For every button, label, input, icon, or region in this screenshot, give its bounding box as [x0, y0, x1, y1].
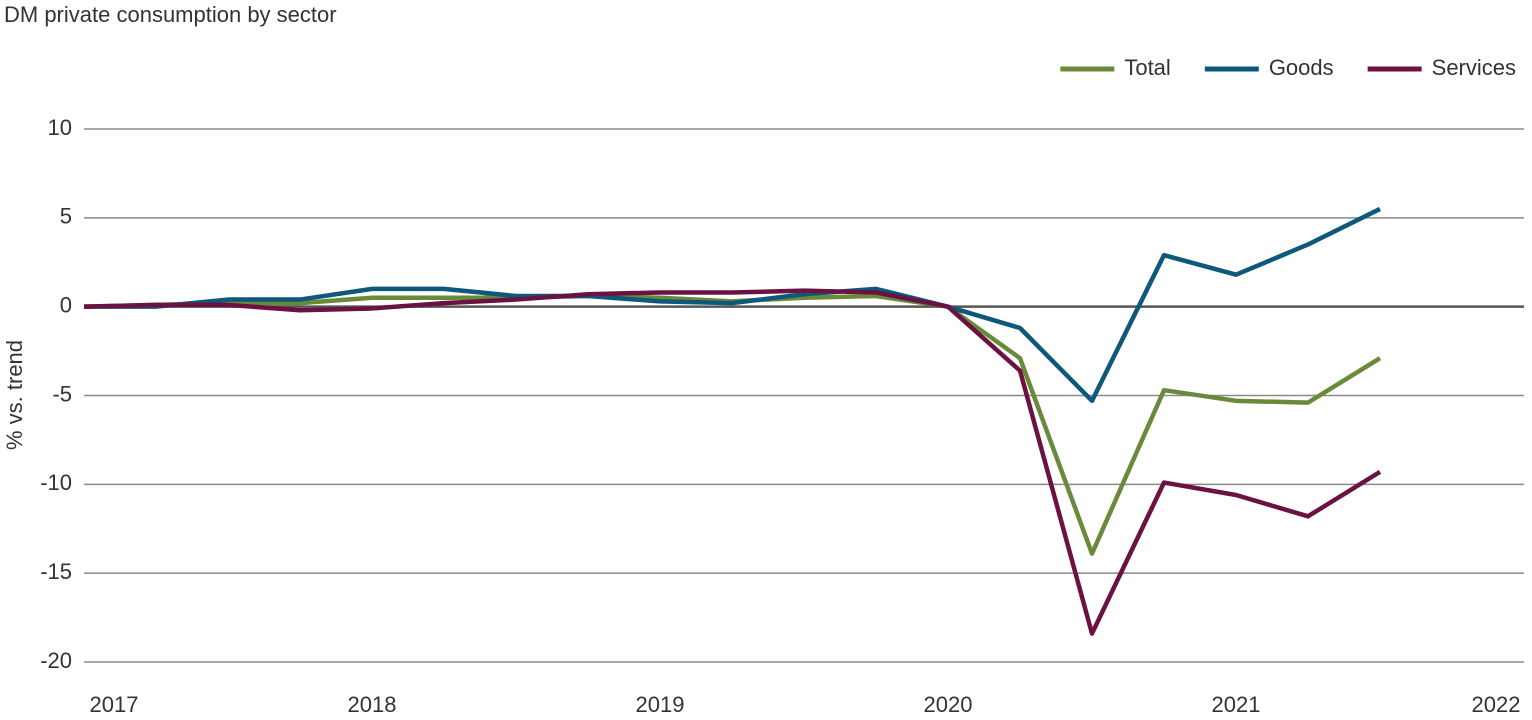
series-line	[83, 293, 1382, 556]
x-tick-label: 2020	[924, 692, 973, 717]
y-axis-label: % vs. trend	[2, 340, 27, 450]
series-line	[84, 206, 1381, 404]
y-tick-label: -10	[40, 470, 72, 495]
legend-label: Goods	[1269, 55, 1334, 80]
legend-label: Total	[1124, 55, 1170, 80]
legend-label: Services	[1432, 55, 1516, 80]
y-tick-label: 10	[48, 115, 72, 140]
y-tick-label: -15	[40, 559, 72, 584]
y-tick-label: -5	[52, 381, 72, 406]
y-tick-label: 5	[60, 204, 72, 229]
y-tick-label: 0	[60, 292, 72, 317]
x-tick-label: 2017	[90, 692, 139, 717]
series-line	[83, 288, 1382, 636]
x-tick-label: 2022	[1472, 692, 1521, 717]
y-tick-label: -20	[40, 648, 72, 673]
x-tick-label: 2019	[636, 692, 685, 717]
x-tick-label: 2018	[348, 692, 397, 717]
x-tick-label: 2021	[1212, 692, 1261, 717]
chart-title: DM private consumption by sector	[4, 2, 337, 27]
